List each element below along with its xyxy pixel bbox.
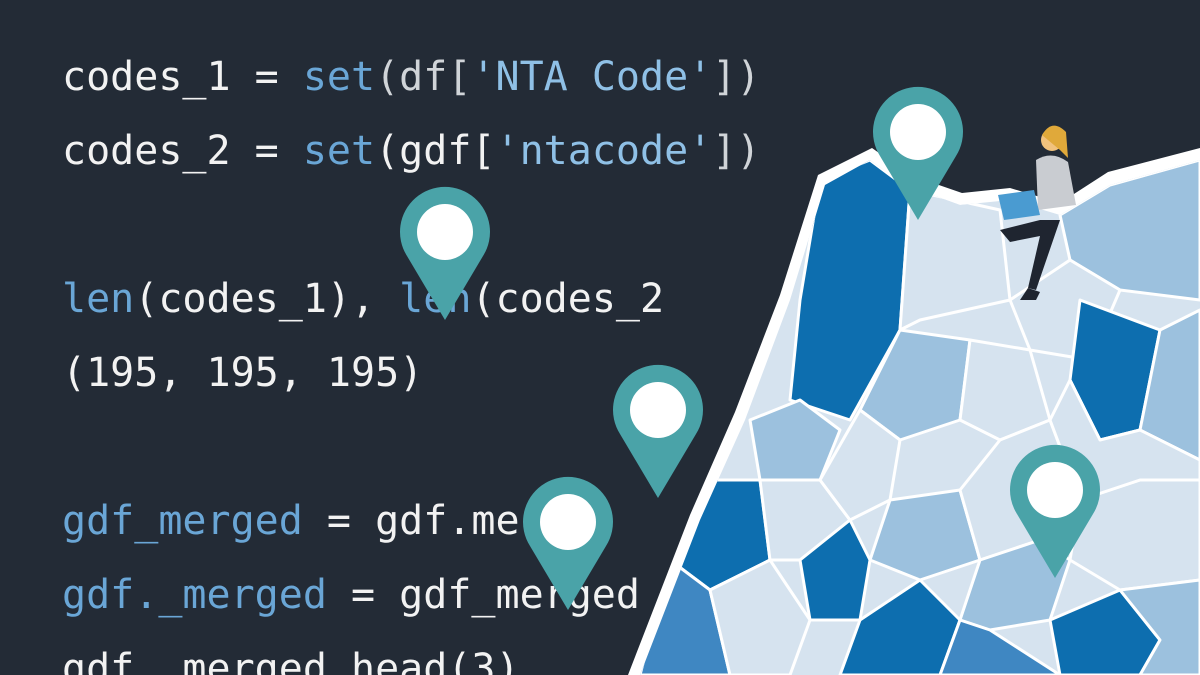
code-token: len — [62, 276, 134, 322]
code-line: gdf._merged = gdf_merged — [62, 572, 640, 618]
code-token: = gdf_merged — [327, 572, 640, 618]
pin-dot — [1027, 462, 1083, 518]
code-token: gdf._merged.head(3) — [62, 646, 520, 675]
code-token: 'NTA Code' — [471, 54, 712, 100]
code-token: gdf._merged — [62, 572, 327, 618]
pin-dot — [630, 382, 686, 438]
person — [998, 125, 1076, 300]
map-pin — [613, 364, 703, 498]
map-pin — [523, 476, 613, 610]
map-pin — [1009, 444, 1100, 578]
pin-dot — [417, 204, 473, 260]
map-pin — [400, 186, 491, 320]
code-token: ]) — [712, 54, 760, 100]
code-token: gdf_merged — [62, 498, 303, 544]
code-token: (gdf[ — [375, 128, 495, 174]
code-token: (codes_1), — [134, 276, 399, 322]
code-token: (codes_2 — [471, 276, 664, 322]
code-token: 'ntacode' — [496, 128, 713, 174]
pin-dot — [890, 104, 946, 160]
pins — [400, 86, 1100, 610]
map-pin — [873, 86, 963, 220]
code-line: codes_1 = set(df['NTA Code']) — [62, 54, 760, 100]
code-token: codes_2 = — [62, 128, 303, 174]
code-token: set — [303, 54, 375, 100]
code-token: ]) — [712, 128, 760, 174]
code-line: gdf._merged.head(3) — [62, 646, 520, 675]
code-block: codes_1 = set(df['NTA Code'])codes_2 = s… — [62, 54, 760, 675]
code-line: len(codes_1), len(codes_2 — [62, 276, 664, 322]
code-line: gdf_merged = gdf.merge — [62, 498, 592, 544]
code-token: codes_1 = — [62, 54, 303, 100]
pin-dot — [540, 494, 596, 550]
code-line: codes_2 = set(gdf['ntacode']) — [62, 128, 760, 174]
code-token: set — [303, 128, 375, 174]
code-line: (195, 195, 195) — [62, 350, 423, 396]
code-token: (195, 195, 195) — [62, 350, 423, 396]
code-token: (df[ — [375, 54, 471, 100]
